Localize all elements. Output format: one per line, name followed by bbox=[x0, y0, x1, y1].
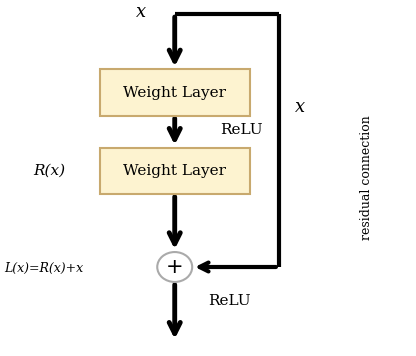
FancyBboxPatch shape bbox=[100, 148, 250, 194]
Circle shape bbox=[157, 252, 192, 282]
Text: R(x): R(x) bbox=[33, 164, 65, 178]
Text: residual connection: residual connection bbox=[359, 116, 373, 240]
Text: Weight Layer: Weight Layer bbox=[123, 85, 226, 100]
Text: Weight Layer: Weight Layer bbox=[123, 164, 226, 178]
FancyBboxPatch shape bbox=[100, 69, 250, 116]
Text: L(x)=R(x)+x: L(x)=R(x)+x bbox=[4, 262, 83, 275]
Text: x: x bbox=[295, 98, 305, 116]
Text: x: x bbox=[136, 4, 146, 21]
Text: +: + bbox=[166, 257, 183, 277]
Text: ReLU: ReLU bbox=[220, 123, 263, 137]
Text: ReLU: ReLU bbox=[208, 294, 250, 308]
